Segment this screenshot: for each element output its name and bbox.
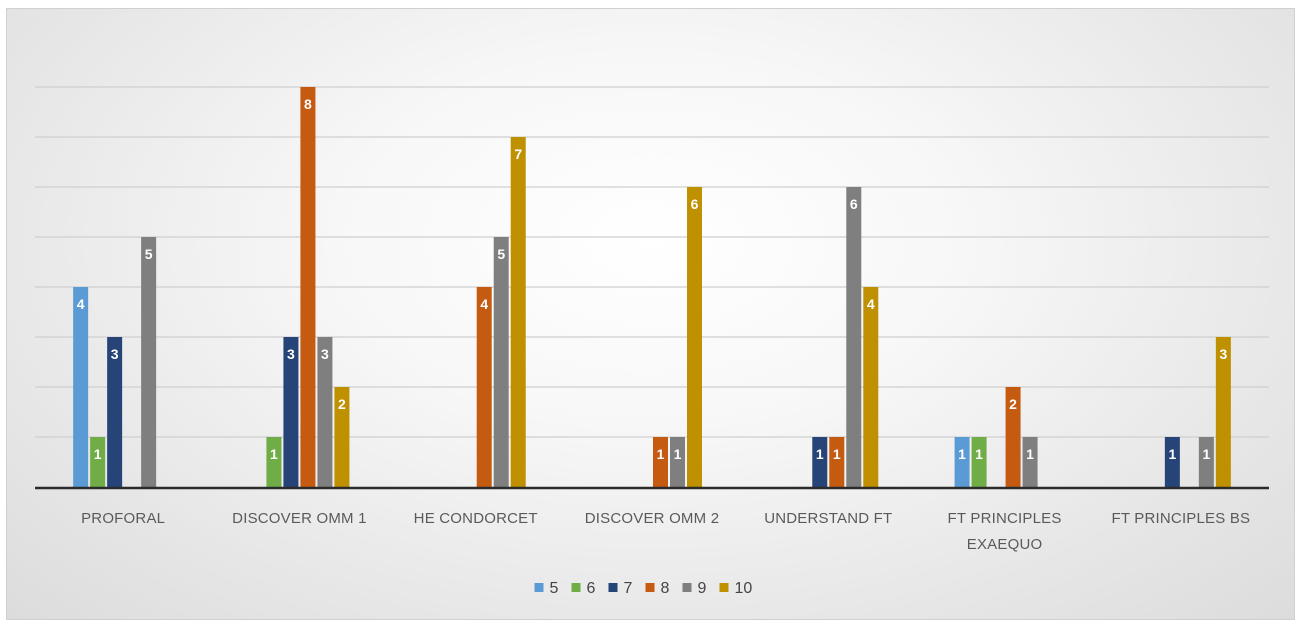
legend-label: 6 [587,580,596,597]
data-label: 1 [975,446,983,462]
bar [493,237,509,487]
bars [73,87,1231,487]
data-label: 3 [321,346,329,362]
category-label: UNDERSTAND FT [764,510,892,527]
data-label: 2 [338,396,346,412]
data-label: 1 [1026,446,1034,462]
legend-swatch [608,583,618,592]
category-label: HE CONDORCET [414,510,538,527]
legend-label: 8 [661,580,670,597]
legend-swatch [534,583,544,592]
bar [829,437,845,487]
bar [846,187,862,487]
legend-label: 9 [698,580,707,597]
data-label: 8 [304,96,312,112]
data-label: 1 [94,446,102,462]
bar [1215,337,1231,487]
x-axis: PROFORAL DISCOVER OMM 1 HE CONDORCET DISCOV… [35,486,1269,553]
legend-swatch [682,583,692,592]
category-label: DISCOVER OMM 1 [232,510,366,527]
category-label: PROFORAL [81,510,165,527]
category-label: DISCOVER OMM 2 [585,510,719,527]
data-label: 5 [145,246,153,262]
legend-label: 7 [624,580,633,597]
data-label: 1 [1202,446,1210,462]
legend-swatch [571,583,581,592]
bar [266,437,282,487]
bar [90,437,106,487]
data-label: 6 [850,196,858,212]
data-label: 1 [958,446,966,462]
legend-label: 10 [735,580,753,597]
legend-swatch [645,583,655,592]
bar [971,437,987,487]
bar [954,437,970,487]
data-label: 1 [674,446,682,462]
bar [1005,387,1021,487]
data-label: 7 [514,146,522,162]
bar [812,437,828,487]
bar [863,287,879,487]
data-label: 6 [691,196,699,212]
legend-swatch [719,583,729,592]
bar [141,237,157,487]
gridlines [35,86,1269,438]
bar [1164,437,1180,487]
bar [334,387,350,487]
legend-label: 5 [550,580,559,597]
bar [1198,437,1214,487]
data-label: 4 [77,296,85,312]
data-label: 3 [287,346,295,362]
data-label: 4 [480,296,488,312]
data-label: 1 [270,446,278,462]
bar [317,337,333,487]
data-label: 5 [497,246,505,262]
data-label: 3 [111,346,119,362]
bar [283,337,299,487]
data-label: 1 [657,446,665,462]
data-label: 2 [1009,396,1017,412]
bar [670,437,685,487]
bar [1022,437,1038,487]
category-label: FT PRINCIPLES BS [1111,510,1250,527]
category-label: FT PRINCIPLES [948,510,1062,527]
bar [476,287,492,487]
data-label: 4 [867,296,875,312]
data-label: 1 [833,446,841,462]
data-label: 1 [1168,446,1176,462]
bar [107,337,123,487]
legend: 5 6 7 8 9 10 [534,580,753,597]
category-label: EXAEQUO [967,536,1043,553]
bar [73,287,89,487]
bar [300,87,316,487]
data-label: 3 [1219,346,1227,362]
bar [687,187,702,487]
bar [653,437,668,487]
bar [510,137,526,487]
data-label: 1 [816,446,824,462]
